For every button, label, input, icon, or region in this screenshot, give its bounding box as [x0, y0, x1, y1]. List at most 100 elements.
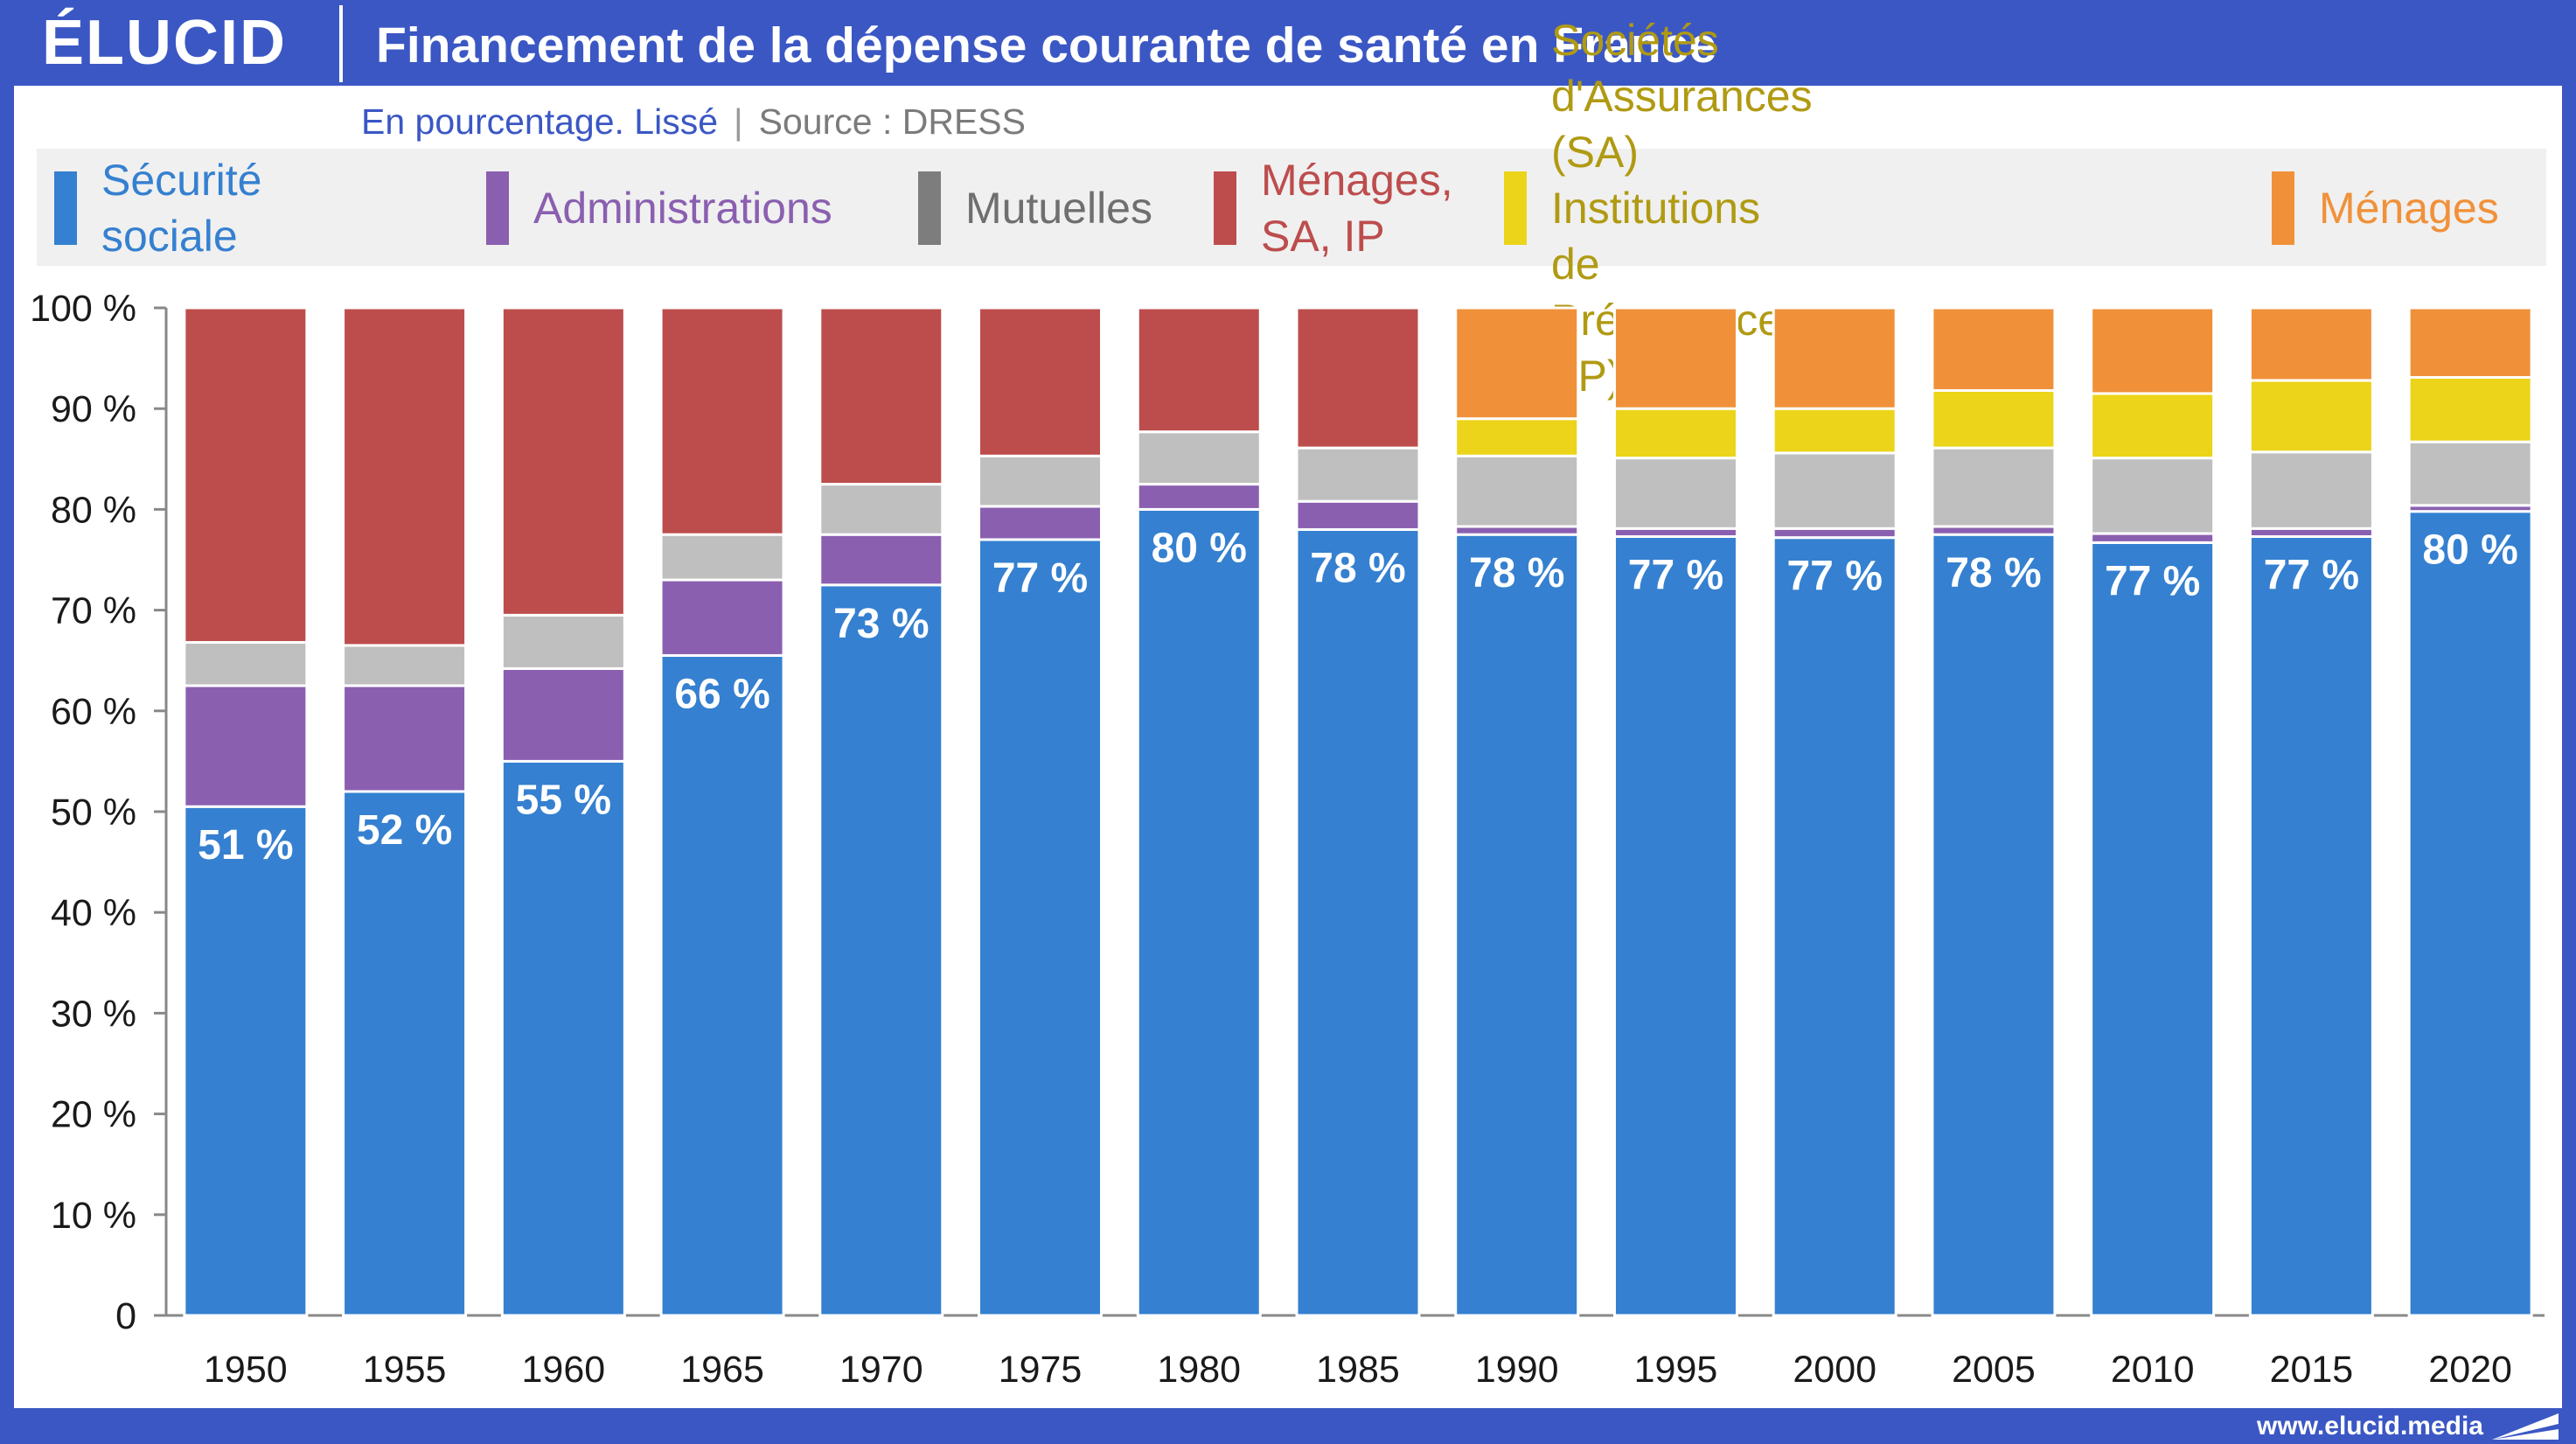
- y-tick-label: 30 %: [51, 993, 136, 1035]
- legend-label-administrations: Administrations: [533, 184, 832, 233]
- bar-segment: [1931, 446, 2057, 528]
- bar-segment: [1772, 536, 1897, 1317]
- bar-segment: [1612, 535, 1738, 1317]
- bar-segment: [978, 505, 1104, 541]
- bar-segment: [1136, 306, 1262, 434]
- x-tick-label: 1965: [680, 1349, 764, 1391]
- bar-segment: [1772, 306, 1897, 410]
- bar-segment: [2090, 541, 2216, 1317]
- x-tick-label: 1980: [1157, 1349, 1241, 1391]
- x-tick-label: 1975: [999, 1349, 1083, 1391]
- y-tick-label: 20 %: [51, 1094, 136, 1136]
- x-tick-label: 1990: [1475, 1349, 1559, 1391]
- bar-value-label: 78 %: [1469, 550, 1564, 596]
- bar-segment: [2407, 440, 2533, 507]
- bar-segment: [2407, 306, 2533, 379]
- bar-value-label: 80 %: [1152, 525, 1247, 571]
- bar-segment: [342, 644, 468, 687]
- bar-segment: [1295, 527, 1421, 1317]
- legend-swatch-mutuelles: [918, 171, 941, 245]
- bar-segment: [500, 666, 626, 763]
- bar-segment: [500, 759, 626, 1317]
- bar-segment: [1931, 306, 2057, 392]
- chart-subtitle: En pourcentage. Lissé | Source : DRESS: [361, 94, 1026, 149]
- source-text: Source : DRESS: [758, 101, 1026, 142]
- bar-value-label: 51 %: [198, 822, 293, 868]
- bar-segment: [978, 538, 1104, 1317]
- bar-segment: [2248, 379, 2374, 454]
- x-tick-label: 2015: [2270, 1349, 2354, 1391]
- bar-segment: [659, 578, 785, 657]
- bar-segment: [818, 583, 944, 1317]
- bar-segment: [500, 613, 626, 670]
- bar-segment: [183, 306, 309, 644]
- y-tick-label: 10 %: [51, 1195, 136, 1237]
- bar-value-label: 55 %: [516, 777, 611, 823]
- y-tick-label: 60 %: [51, 691, 136, 733]
- bar-value-label: 73 %: [833, 601, 929, 647]
- bar-segment: [2090, 392, 2216, 460]
- bar-segment: [1772, 407, 1897, 455]
- bar-value-label: 77 %: [1628, 553, 1723, 599]
- bar-value-label: 77 %: [2105, 558, 2200, 604]
- y-tick-label: 100 %: [30, 288, 136, 330]
- bar-value-label: 77 %: [2264, 553, 2359, 599]
- bar-segment: [1612, 306, 1738, 410]
- x-tick-label: 1985: [1316, 1349, 1400, 1391]
- legend-label-mutuelles: Mutuelles: [965, 184, 1152, 233]
- bar-segment: [978, 454, 1104, 508]
- header-bar: ÉLUCID Financement de la dépense courant…: [0, 0, 2576, 86]
- footer-url[interactable]: www.elucid.media: [2257, 1412, 2483, 1441]
- x-tick-label: 2005: [1952, 1349, 2036, 1391]
- bar-segment: [1295, 446, 1421, 503]
- elucid-logo[interactable]: ÉLUCID: [42, 8, 287, 78]
- header-divider: [339, 5, 343, 82]
- x-tick-label: 1960: [521, 1349, 605, 1391]
- subtitle-separator: |: [734, 101, 743, 142]
- legend-swatch-administrations: [486, 171, 509, 245]
- bar-segment: [183, 805, 309, 1317]
- bar-value-label: 78 %: [1310, 545, 1405, 591]
- y-tick-label: 80 %: [51, 489, 136, 531]
- x-tick-label: 2000: [1793, 1349, 1876, 1391]
- legend-swatch-menages: [2272, 171, 2294, 245]
- x-tick-label: 1955: [363, 1349, 447, 1391]
- bar-segment: [1612, 407, 1738, 460]
- bar-segment: [1454, 533, 1580, 1317]
- bar-segment: [342, 684, 468, 793]
- bar-value-label: 77 %: [992, 555, 1088, 602]
- footer-bar: www.elucid.media: [0, 1408, 2576, 1444]
- bar-segment: [183, 684, 309, 808]
- bar-segment: [659, 653, 785, 1317]
- legend-label-menages: Ménages: [2319, 184, 2499, 233]
- x-tick-label: 1995: [1634, 1349, 1718, 1391]
- y-tick-label: 0: [115, 1295, 136, 1337]
- bar-segment: [659, 306, 785, 536]
- bar-segment: [2090, 306, 2216, 395]
- bar-segment: [342, 790, 468, 1317]
- bar-segment: [1454, 417, 1580, 457]
- bar-value-label: 66 %: [674, 671, 769, 717]
- bar-segment: [2407, 510, 2533, 1317]
- bar-segment: [2248, 306, 2374, 382]
- legend-swatch-securite-sociale: [54, 171, 77, 245]
- y-tick-label: 90 %: [51, 388, 136, 430]
- bar-segment: [2248, 535, 2374, 1317]
- bar-value-label: 80 %: [2422, 527, 2517, 574]
- bar-segment: [659, 533, 785, 582]
- bar-segment: [1295, 499, 1421, 531]
- elucid-mark-icon: [2492, 1413, 2559, 1440]
- x-tick-label: 1950: [204, 1349, 288, 1391]
- bar-segment: [183, 640, 309, 687]
- bar-segment: [1931, 533, 2057, 1317]
- bar-segment: [2248, 450, 2374, 530]
- x-tick-label: 2020: [2428, 1349, 2512, 1391]
- x-tick-label: 2010: [2111, 1349, 2195, 1391]
- bar-value-label: 78 %: [1946, 550, 2041, 596]
- bar-value-label: 52 %: [357, 807, 452, 854]
- bar-segment: [2090, 532, 2216, 544]
- y-tick-label: 50 %: [51, 792, 136, 834]
- y-tick-label: 70 %: [51, 590, 136, 632]
- y-tick-label: 40 %: [51, 892, 136, 934]
